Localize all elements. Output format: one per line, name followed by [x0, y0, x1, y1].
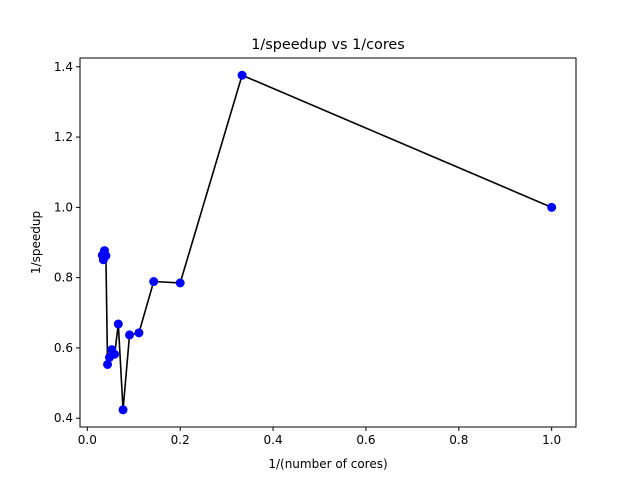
y-tick-label: 0.8	[54, 271, 73, 285]
y-tick-label: 1.2	[54, 130, 73, 144]
x-tick-label: 0.4	[264, 433, 283, 447]
y-axis-label: 1/speedup	[29, 211, 43, 274]
data-point	[107, 345, 117, 355]
plot-area	[97, 70, 557, 415]
y-tick-label: 1.0	[54, 200, 73, 214]
x-axis-label: 1/(number of cores)	[268, 457, 387, 471]
data-point	[547, 202, 557, 212]
data-point	[134, 328, 144, 338]
data-point	[103, 359, 113, 369]
data-point	[113, 319, 123, 329]
y-tick-label: 0.6	[54, 341, 73, 355]
data-point	[125, 330, 135, 340]
axes-frame	[79, 57, 577, 428]
x-tick-label: 0.8	[449, 433, 468, 447]
x-tick-label: 1.0	[542, 433, 561, 447]
data-point	[97, 250, 107, 260]
x-tick-label: 0.0	[78, 433, 97, 447]
data-point	[175, 278, 185, 288]
data-point	[237, 70, 247, 80]
data-point	[118, 405, 128, 415]
y-tick-label: 0.4	[54, 411, 73, 425]
x-tick-label: 0.6	[356, 433, 375, 447]
data-point	[149, 277, 159, 287]
chart-title: 1/speedup vs 1/cores	[251, 37, 405, 53]
x-tick-label: 0.2	[171, 433, 190, 447]
y-tick-label: 1.4	[54, 60, 73, 74]
